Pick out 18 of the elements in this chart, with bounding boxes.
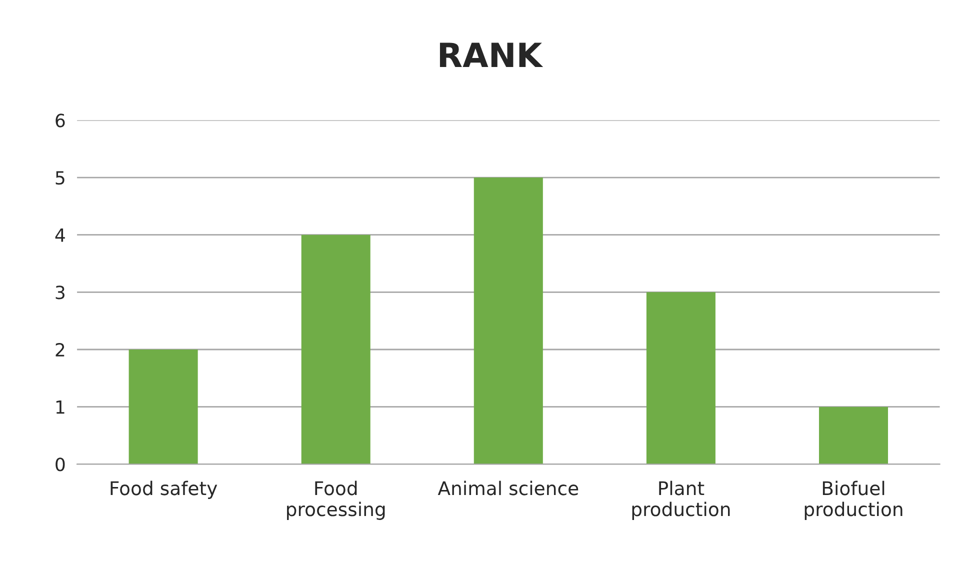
x-tick-label: Food safety (110, 480, 218, 499)
y-tick-label: 2 (56, 342, 64, 356)
chart-title: RANK (440, 42, 544, 67)
x-tick-label: Plant production (632, 480, 730, 520)
y-tick-label: 3 (56, 286, 64, 300)
bar (301, 234, 370, 464)
x-tick-label: Biofuel production (804, 480, 902, 520)
y-tick-label: 6 (56, 114, 65, 128)
y-tick-label: 4 (55, 228, 65, 242)
bar (646, 292, 716, 464)
bar (818, 406, 888, 464)
bar (474, 178, 543, 464)
x-tick-label: Food processing (287, 480, 385, 520)
y-tick-label: 1 (56, 400, 64, 414)
y-tick-label: 0 (56, 458, 65, 472)
bar (128, 349, 198, 464)
x-tick-label: Animal science (438, 480, 578, 496)
y-tick-label: 5 (56, 171, 64, 185)
